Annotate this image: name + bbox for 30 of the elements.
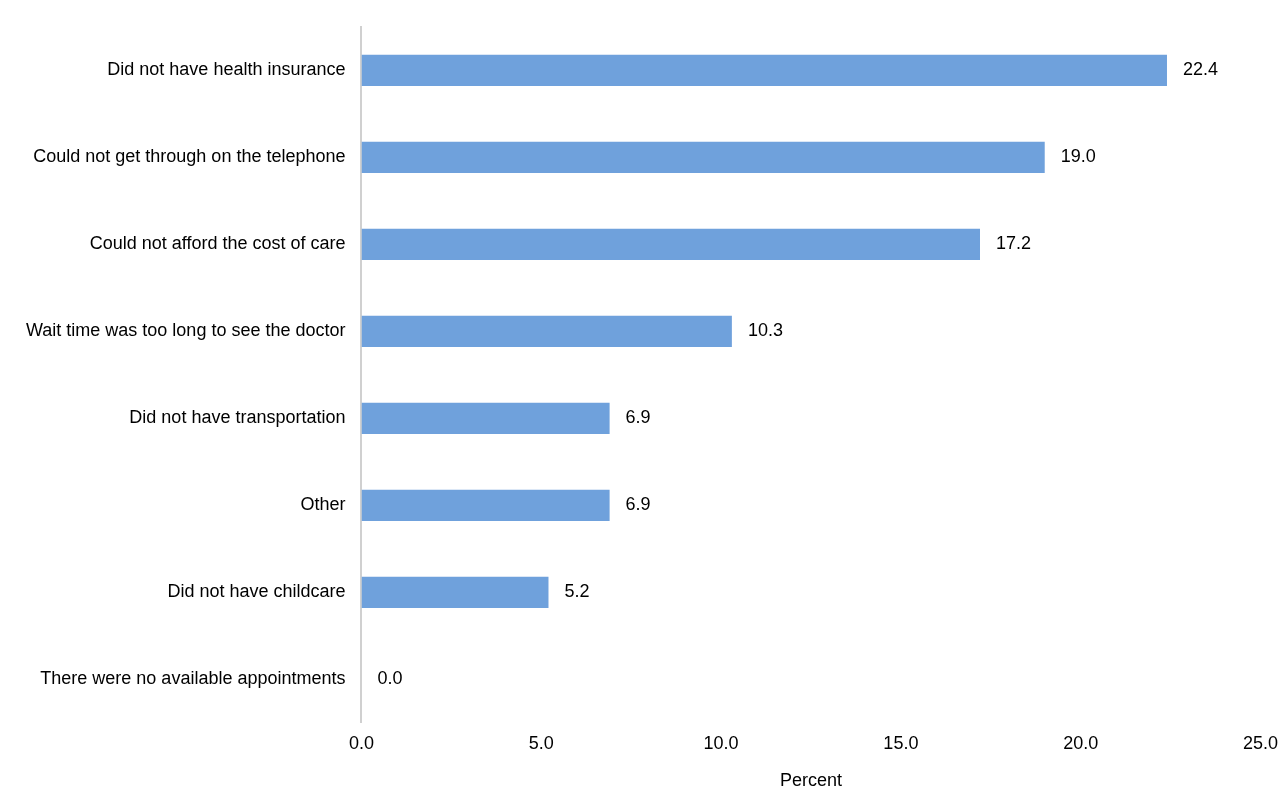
data-label: 17.2	[996, 233, 1032, 254]
x-axis-title: Percent	[779, 770, 843, 791]
data-label: 19.0	[1060, 146, 1096, 167]
x-tick-label: 5.0	[528, 732, 554, 753]
x-tick-label: 0.0	[348, 732, 375, 753]
x-tick-label: 15.0	[883, 732, 919, 753]
y-tick-label: Wait time was too long to see the doctor	[25, 320, 346, 341]
bar	[361, 54, 1167, 86]
y-tick-label: Did not have health insurance	[107, 59, 346, 80]
y-tick-label: There were no available appointments	[40, 668, 346, 689]
y-tick-label: Did not have childcare	[167, 581, 346, 602]
bar	[361, 576, 549, 608]
x-tick-label: 20.0	[1063, 732, 1099, 753]
bar	[361, 228, 980, 260]
data-label: 0.0	[377, 668, 403, 689]
data-label: 22.4	[1182, 59, 1219, 80]
x-tick-label: 25.0	[1242, 732, 1279, 753]
y-tick-label: Other	[300, 494, 346, 515]
bar	[361, 402, 610, 434]
y-tick-label: Did not have transportation	[129, 407, 346, 428]
bar	[361, 141, 1045, 173]
data-label: 6.9	[625, 494, 651, 515]
bar	[361, 315, 732, 347]
y-tick-label: Could not afford the cost of care	[89, 233, 346, 254]
data-label: 10.3	[747, 320, 783, 341]
x-tick-label: 10.0	[703, 732, 739, 753]
data-label: 5.2	[564, 581, 590, 602]
y-tick-label: Could not get through on the telephone	[33, 146, 346, 167]
data-label: 6.9	[625, 407, 651, 428]
bar	[361, 489, 610, 521]
